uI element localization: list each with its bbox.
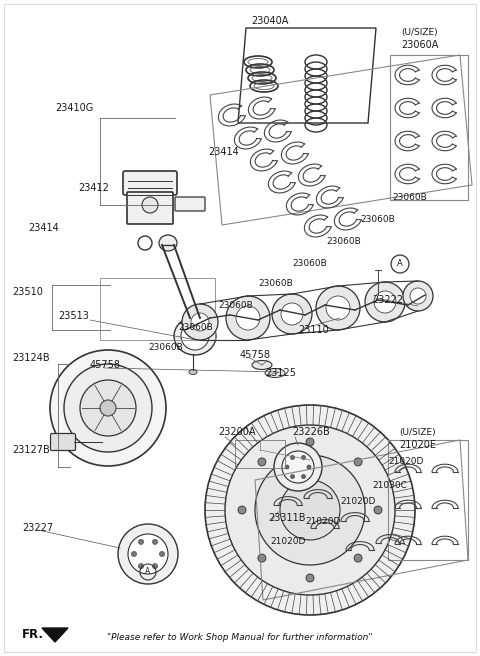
- Circle shape: [182, 304, 218, 340]
- Circle shape: [403, 281, 433, 311]
- Circle shape: [374, 506, 382, 514]
- Circle shape: [301, 474, 305, 478]
- Circle shape: [132, 552, 136, 556]
- Text: 23060B: 23060B: [178, 323, 213, 333]
- Circle shape: [306, 574, 314, 582]
- Circle shape: [191, 313, 209, 331]
- Circle shape: [258, 458, 266, 466]
- Text: 23060B: 23060B: [258, 279, 293, 289]
- FancyBboxPatch shape: [50, 434, 75, 451]
- Text: 21030C: 21030C: [372, 480, 407, 489]
- Text: 23510: 23510: [12, 287, 43, 297]
- Ellipse shape: [159, 235, 177, 251]
- Circle shape: [128, 534, 168, 574]
- Text: 23125: 23125: [265, 368, 296, 378]
- Circle shape: [290, 474, 295, 478]
- Text: 21020D: 21020D: [388, 457, 423, 466]
- Circle shape: [365, 282, 405, 322]
- Text: 23060B: 23060B: [218, 300, 253, 310]
- Ellipse shape: [174, 317, 216, 355]
- Circle shape: [280, 480, 340, 540]
- Ellipse shape: [252, 361, 272, 369]
- Text: 23060B: 23060B: [148, 344, 183, 352]
- Circle shape: [64, 364, 152, 452]
- Circle shape: [139, 539, 144, 544]
- Circle shape: [255, 455, 365, 565]
- Circle shape: [236, 306, 260, 330]
- Circle shape: [139, 564, 144, 569]
- Circle shape: [225, 425, 395, 595]
- Text: 21020D: 21020D: [305, 518, 340, 527]
- Text: 23222: 23222: [372, 295, 403, 305]
- Circle shape: [354, 554, 362, 562]
- Text: "Please refer to Work Shop Manual for further information": "Please refer to Work Shop Manual for fu…: [107, 634, 373, 642]
- Circle shape: [290, 455, 295, 459]
- Text: 21020E: 21020E: [399, 440, 436, 450]
- Text: FR.: FR.: [22, 628, 44, 642]
- Circle shape: [142, 197, 158, 213]
- Circle shape: [181, 322, 209, 350]
- Text: 23414: 23414: [28, 223, 59, 233]
- Text: 23412: 23412: [78, 183, 109, 193]
- FancyBboxPatch shape: [175, 197, 205, 211]
- FancyBboxPatch shape: [123, 171, 177, 195]
- Circle shape: [281, 303, 303, 325]
- Text: 23060B: 23060B: [360, 216, 395, 224]
- Text: 23110: 23110: [298, 325, 329, 335]
- Circle shape: [50, 350, 166, 466]
- Circle shape: [153, 539, 157, 544]
- Circle shape: [374, 291, 396, 313]
- Text: 45758: 45758: [240, 350, 271, 360]
- Ellipse shape: [189, 369, 197, 375]
- Circle shape: [226, 296, 270, 340]
- Text: 23226B: 23226B: [292, 427, 330, 437]
- Text: 23127B: 23127B: [12, 445, 50, 455]
- Circle shape: [306, 438, 314, 446]
- Text: 23124B: 23124B: [12, 353, 49, 363]
- Text: 23410G: 23410G: [55, 103, 93, 113]
- Text: 23040A: 23040A: [252, 16, 288, 26]
- Text: 23513: 23513: [58, 311, 89, 321]
- Circle shape: [316, 286, 360, 330]
- Circle shape: [326, 296, 350, 320]
- Circle shape: [80, 380, 136, 436]
- Text: 23200A: 23200A: [218, 427, 255, 437]
- Circle shape: [118, 524, 178, 584]
- Circle shape: [301, 455, 305, 459]
- Circle shape: [354, 458, 362, 466]
- Circle shape: [258, 554, 266, 562]
- Circle shape: [153, 564, 157, 569]
- Text: 45758: 45758: [90, 360, 121, 370]
- Text: A: A: [397, 260, 403, 268]
- Text: 23060B: 23060B: [292, 260, 327, 268]
- Text: 23060B: 23060B: [392, 194, 427, 203]
- Polygon shape: [42, 628, 68, 642]
- Text: A: A: [145, 567, 151, 577]
- Text: 23060B: 23060B: [326, 237, 361, 247]
- Circle shape: [410, 288, 426, 304]
- Text: 23227: 23227: [22, 523, 53, 533]
- Text: 21020D: 21020D: [270, 537, 305, 546]
- Circle shape: [274, 443, 322, 491]
- Circle shape: [238, 506, 246, 514]
- Ellipse shape: [265, 369, 285, 377]
- Circle shape: [307, 465, 311, 469]
- Text: 23311B: 23311B: [268, 513, 305, 523]
- Text: 23414: 23414: [208, 147, 239, 157]
- Text: 23060A: 23060A: [401, 40, 439, 50]
- Text: 21020D: 21020D: [340, 497, 375, 506]
- Circle shape: [282, 451, 314, 483]
- Text: (U/SIZE): (U/SIZE): [400, 428, 436, 436]
- Circle shape: [159, 552, 165, 556]
- Text: (U/SIZE): (U/SIZE): [402, 28, 438, 37]
- FancyBboxPatch shape: [127, 192, 173, 224]
- Circle shape: [285, 465, 289, 469]
- Circle shape: [205, 405, 415, 615]
- Circle shape: [100, 400, 116, 416]
- Circle shape: [272, 294, 312, 334]
